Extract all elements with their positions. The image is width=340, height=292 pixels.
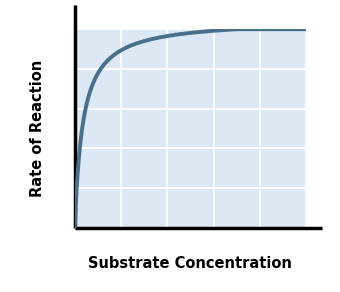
Text: Substrate Concentration: Substrate Concentration (88, 256, 292, 271)
Text: Rate of Reaction: Rate of Reaction (30, 60, 45, 197)
